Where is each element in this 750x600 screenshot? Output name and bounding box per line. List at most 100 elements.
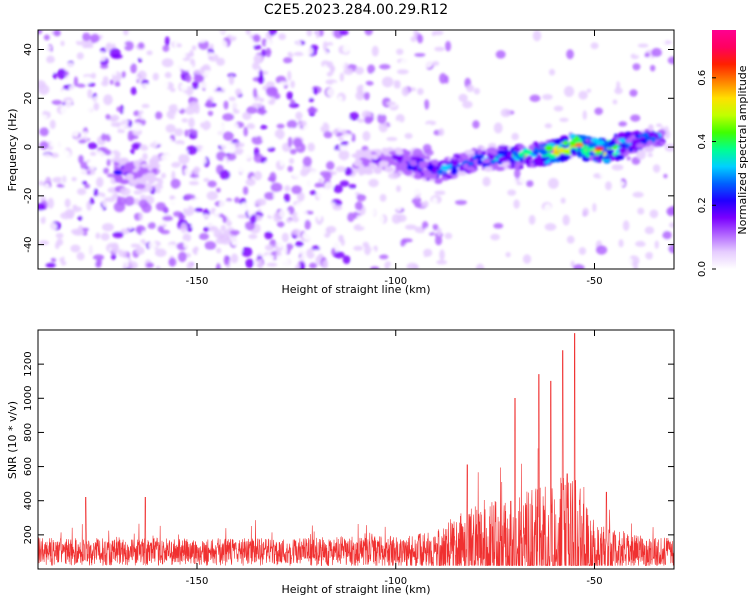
heatmap-cell [174, 113, 180, 119]
heatmap-cell [621, 192, 629, 199]
heatmap-ridge-cell [119, 179, 130, 185]
heatmap-cell [655, 104, 664, 111]
heatmap-cell [391, 196, 399, 203]
heatmap-cell [252, 61, 260, 71]
heatmap-cell [228, 122, 239, 132]
heatmap-cell [417, 88, 424, 95]
heatmap-cell [244, 239, 251, 246]
heatmap-cell [231, 241, 241, 246]
heatmap-cell [594, 107, 603, 115]
heatmap-cell [319, 242, 329, 253]
heatmap-ridge-cell [614, 154, 625, 160]
heatmap-cell [532, 30, 542, 42]
y-tick-label: 600 [23, 457, 34, 476]
heatmap-cell [90, 33, 100, 44]
heatmap-cell [200, 146, 210, 154]
heatmap-cell [124, 215, 133, 221]
heatmap-cell [131, 122, 143, 132]
heatmap-cell [169, 195, 174, 200]
heatmap-cell [323, 140, 331, 146]
heatmap-cell [363, 91, 370, 101]
heatmap-cell [222, 215, 227, 224]
heatmap-ridge-cell [511, 150, 518, 156]
heatmap-ridge-cell [151, 167, 159, 174]
heatmap-cell [178, 251, 187, 263]
heatmap-cell [306, 248, 315, 259]
heatmap-cell [298, 120, 307, 127]
heatmap-cell [431, 197, 438, 206]
heatmap-ridge-cell [379, 160, 387, 168]
heatmap-cell [415, 104, 424, 110]
heatmap-ridge-cell [562, 148, 572, 154]
heatmap-cell [279, 81, 289, 86]
heatmap-cell [69, 47, 78, 53]
heatmap-cell [294, 244, 304, 255]
heatmap-cell [482, 176, 491, 187]
heatmap-cell [57, 116, 69, 122]
heatmap-cell [331, 247, 336, 256]
heatmap-cell [38, 84, 50, 95]
heatmap-cell [164, 71, 172, 79]
heatmap-ridge-cell [452, 167, 459, 175]
heatmap-ridge-cell [395, 149, 404, 156]
heatmap-cell [658, 213, 667, 218]
heatmap-cell [455, 81, 463, 92]
heatmap-cell [272, 34, 279, 43]
heatmap-cell [398, 137, 407, 142]
heatmap-cell [342, 255, 351, 264]
heatmap-ridge-cell [618, 143, 628, 148]
heatmap-cell [92, 96, 100, 105]
heatmap-cell [276, 255, 285, 262]
heatmap-ridge-cell [495, 166, 504, 170]
heatmap-cell [388, 246, 398, 254]
heatmap-cell [615, 180, 625, 187]
heatmap-ridge-cell [421, 169, 430, 173]
heatmap-cell [159, 187, 167, 195]
heatmap-cell [252, 34, 261, 43]
heatmap-cell [248, 234, 258, 240]
heatmap-cell [95, 260, 102, 269]
heatmap-cell [87, 142, 98, 150]
heatmap-cell [183, 193, 196, 200]
heatmap-cell [332, 251, 345, 259]
heatmap-cell [348, 45, 354, 53]
heatmap-cell [246, 106, 258, 114]
heatmap-cell [295, 263, 302, 269]
heatmap-ridge-cell [433, 178, 443, 182]
heatmap-cell [425, 123, 432, 135]
heatmap-ridge-cell [457, 158, 463, 162]
heatmap-cell [98, 212, 110, 217]
heatmap-cell [117, 146, 126, 153]
heatmap-cell [367, 64, 376, 75]
heatmap-cell [614, 199, 625, 205]
heatmap-cell [225, 143, 237, 153]
heatmap-cell [254, 260, 259, 266]
y-tick-label: -40 [23, 236, 34, 252]
heatmap-cell [194, 207, 204, 213]
heatmap-cell [346, 81, 352, 89]
heatmap-cell [270, 182, 283, 193]
heatmap-cell [200, 120, 211, 131]
heatmap-cell [436, 227, 442, 237]
heatmap-cell [147, 222, 157, 229]
heatmap-cell [265, 49, 272, 55]
heatmap-cell [202, 157, 207, 165]
heatmap-cell [432, 223, 439, 231]
snr-series-line [38, 333, 674, 566]
heatmap-cell [161, 58, 174, 68]
heatmap-cell [182, 233, 192, 242]
heatmap-cell [434, 190, 447, 195]
heatmap-cell [283, 219, 296, 230]
heatmap-cell [304, 219, 311, 230]
heatmap-cell [493, 122, 503, 134]
heatmap-cell [161, 83, 168, 92]
heatmap-ridge-cell [507, 151, 513, 159]
heatmap-cell [303, 124, 311, 133]
heatmap-ridge-cell [534, 156, 542, 161]
heatmap-cell [123, 106, 131, 117]
heatmap-cell [119, 187, 131, 196]
heatmap-cell [250, 185, 258, 194]
heatmap-ridge-cell [351, 153, 361, 158]
heatmap-cell [272, 68, 278, 75]
heatmap-ridge-cell [549, 153, 556, 159]
